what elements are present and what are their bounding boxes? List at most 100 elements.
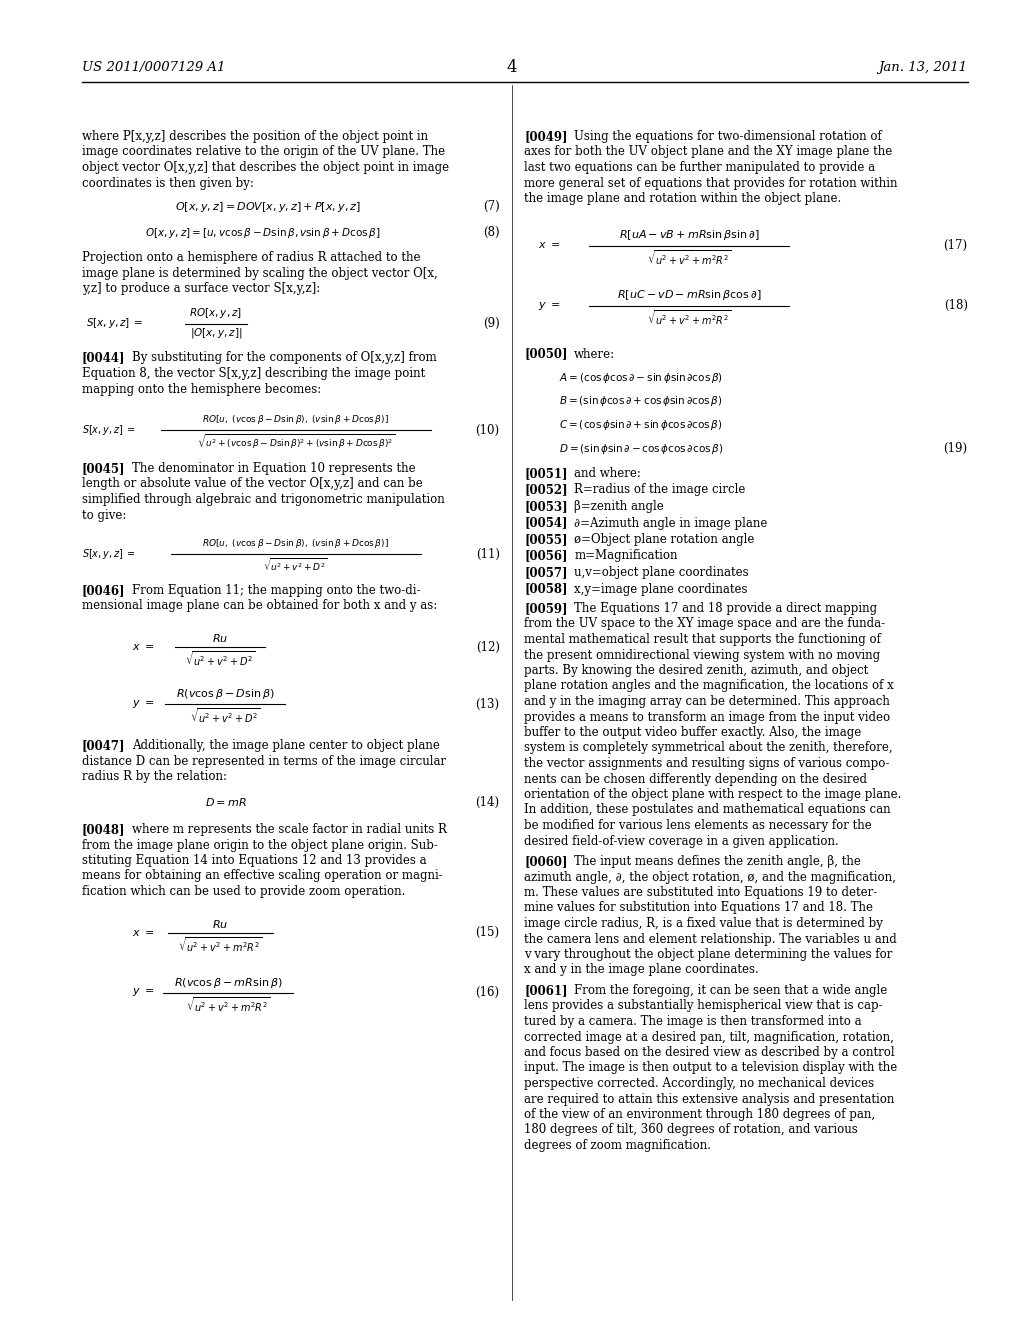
Text: plane rotation angles and the magnification, the locations of x: plane rotation angles and the magnificat…	[524, 680, 894, 693]
Text: simplified through algebraic and trigonometric manipulation: simplified through algebraic and trigono…	[82, 492, 444, 506]
Text: In addition, these postulates and mathematical equations can: In addition, these postulates and mathem…	[524, 804, 891, 817]
Text: $Ru$: $Ru$	[212, 917, 228, 929]
Text: By substituting for the components of O[x,y,z] from: By substituting for the components of O[…	[132, 351, 436, 364]
Text: [0048]: [0048]	[82, 822, 125, 836]
Text: be modified for various lens elements as necessary for the: be modified for various lens elements as…	[524, 818, 872, 832]
Text: [0058]: [0058]	[524, 582, 567, 595]
Text: image circle radius, R, is a fixed value that is determined by: image circle radius, R, is a fixed value…	[524, 917, 883, 931]
Text: where m represents the scale factor in radial units R: where m represents the scale factor in r…	[132, 822, 446, 836]
Text: last two equations can be further manipulated to provide a: last two equations can be further manipu…	[524, 161, 876, 174]
Text: [0056]: [0056]	[524, 549, 567, 562]
Text: means for obtaining an effective scaling operation or magni-: means for obtaining an effective scaling…	[82, 870, 442, 883]
Text: perspective corrected. Accordingly, no mechanical devices: perspective corrected. Accordingly, no m…	[524, 1077, 874, 1090]
Text: m=Magnification: m=Magnification	[574, 549, 678, 562]
Text: The denominator in Equation 10 represents the: The denominator in Equation 10 represent…	[132, 462, 416, 475]
Text: $|O[x, y, z]|$: $|O[x, y, z]|$	[189, 326, 243, 341]
Text: fication which can be used to provide zoom operation.: fication which can be used to provide zo…	[82, 884, 406, 898]
Text: image coordinates relative to the origin of the UV plane. The: image coordinates relative to the origin…	[82, 145, 445, 158]
Text: the present omnidirectional viewing system with no moving: the present omnidirectional viewing syst…	[524, 648, 881, 661]
Text: image plane is determined by scaling the object vector O[x,: image plane is determined by scaling the…	[82, 267, 437, 280]
Text: system is completely symmetrical about the zenith, therefore,: system is completely symmetrical about t…	[524, 742, 893, 755]
Text: m. These values are substituted into Equations 19 to deter-: m. These values are substituted into Equ…	[524, 886, 878, 899]
Text: $O[x,y,z]=[u, v\cos\beta-D\sin\beta, v\sin\beta+D\cos\beta]$: $O[x,y,z]=[u, v\cos\beta-D\sin\beta, v\s…	[145, 226, 381, 239]
Text: [0047]: [0047]	[82, 739, 125, 752]
Text: $Ru$: $Ru$	[212, 632, 228, 644]
Text: are required to attain this extensive analysis and presentation: are required to attain this extensive an…	[524, 1093, 895, 1106]
Text: $x\;=\;$: $x\;=\;$	[132, 642, 154, 652]
Text: (13): (13)	[475, 697, 500, 710]
Text: [0049]: [0049]	[524, 129, 567, 143]
Text: (18): (18)	[944, 300, 968, 312]
Text: $RO[u,\;(v\cos\beta - D\sin\beta),\;(v\sin\beta + D\cos\beta)]$: $RO[u,\;(v\cos\beta - D\sin\beta),\;(v\s…	[203, 413, 389, 426]
Text: mental mathematical result that supports the functioning of: mental mathematical result that supports…	[524, 634, 882, 645]
Text: 180 degrees of tilt, 360 degrees of rotation, and various: 180 degrees of tilt, 360 degrees of rota…	[524, 1123, 858, 1137]
Text: 4: 4	[507, 59, 517, 77]
Text: (11): (11)	[476, 548, 500, 561]
Text: axes for both the UV object plane and the XY image plane the: axes for both the UV object plane and th…	[524, 145, 893, 158]
Text: (7): (7)	[483, 201, 500, 213]
Text: buffer to the output video buffer exactly. Also, the image: buffer to the output video buffer exactl…	[524, 726, 861, 739]
Text: $R(v\cos\beta - D\sin\beta)$: $R(v\cos\beta - D\sin\beta)$	[175, 686, 274, 701]
Text: $\sqrt{u^2 + v^2 + D^2}$: $\sqrt{u^2 + v^2 + D^2}$	[189, 708, 260, 725]
Text: [0053]: [0053]	[524, 500, 568, 513]
Text: $RO[u,\;(v\cos\beta - D\sin\beta),\;(v\sin\beta + D\cos\beta)]$: $RO[u,\;(v\cos\beta - D\sin\beta),\;(v\s…	[203, 537, 389, 550]
Text: x,y=image plane coordinates: x,y=image plane coordinates	[574, 582, 748, 595]
Text: $y\;=\;$: $y\;=\;$	[539, 300, 560, 312]
Text: object vector O[x,y,z] that describes the object point in image: object vector O[x,y,z] that describes th…	[82, 161, 450, 174]
Text: the camera lens and element relationship. The variables u and: the camera lens and element relationship…	[524, 932, 897, 945]
Text: and focus based on the desired view as described by a control: and focus based on the desired view as d…	[524, 1045, 895, 1059]
Text: nents can be chosen differently depending on the desired: nents can be chosen differently dependin…	[524, 772, 867, 785]
Text: $R(v\cos\beta - mR\sin\beta)$: $R(v\cos\beta - mR\sin\beta)$	[174, 975, 283, 990]
Text: (10): (10)	[475, 424, 500, 437]
Text: u,v=object plane coordinates: u,v=object plane coordinates	[574, 566, 749, 579]
Text: Projection onto a hemisphere of radius R attached to the: Projection onto a hemisphere of radius R…	[82, 251, 421, 264]
Text: distance D can be represented in terms of the image circular: distance D can be represented in terms o…	[82, 755, 446, 767]
Text: $\sqrt{u^2 + v^2 + m^2R^2}$: $\sqrt{u^2 + v^2 + m^2R^2}$	[178, 936, 262, 954]
Text: The Equations 17 and 18 provide a direct mapping: The Equations 17 and 18 provide a direct…	[574, 602, 878, 615]
Text: (19): (19)	[943, 441, 968, 454]
Text: $R[uA - vB + mR\sin\beta\sin\partial]$: $R[uA - vB + mR\sin\beta\sin\partial]$	[618, 228, 760, 243]
Text: From Equation 11; the mapping onto the two-di-: From Equation 11; the mapping onto the t…	[132, 583, 421, 597]
Text: where P[x,y,z] describes the position of the object point in: where P[x,y,z] describes the position of…	[82, 129, 428, 143]
Text: $x\;=\;$: $x\;=\;$	[132, 928, 154, 937]
Text: orientation of the object plane with respect to the image plane.: orientation of the object plane with res…	[524, 788, 902, 801]
Text: [0054]: [0054]	[524, 516, 567, 529]
Text: (17): (17)	[943, 239, 968, 252]
Text: (12): (12)	[476, 640, 500, 653]
Text: β=zenith angle: β=zenith angle	[574, 500, 664, 513]
Text: [0045]: [0045]	[82, 462, 125, 475]
Text: From the foregoing, it can be seen that a wide angle: From the foregoing, it can be seen that …	[574, 983, 888, 997]
Text: and y in the imaging array can be determined. This approach: and y in the imaging array can be determ…	[524, 696, 890, 708]
Text: $S[x, y, z]\;=\;$: $S[x, y, z]\;=\;$	[86, 317, 143, 330]
Text: $D=mR$: $D=mR$	[205, 796, 247, 808]
Text: where:: where:	[574, 347, 615, 360]
Text: input. The image is then output to a television display with the: input. The image is then output to a tel…	[524, 1061, 898, 1074]
Text: $R[uC - vD - mR\sin\beta\cos\partial]$: $R[uC - vD - mR\sin\beta\cos\partial]$	[617, 289, 762, 302]
Text: $B=(\sin\phi\cos\partial+\cos\phi\sin\partial\cos\beta)$: $B=(\sin\phi\cos\partial+\cos\phi\sin\pa…	[559, 395, 723, 408]
Text: (16): (16)	[475, 986, 500, 999]
Text: the vector assignments and resulting signs of various compo-: the vector assignments and resulting sig…	[524, 756, 890, 770]
Text: $S[x, y, z]\;=\;$: $S[x, y, z]\;=\;$	[82, 546, 136, 561]
Text: radius R by the relation:: radius R by the relation:	[82, 770, 227, 783]
Text: [0055]: [0055]	[524, 533, 567, 546]
Text: [0044]: [0044]	[82, 351, 125, 364]
Text: Equation 8, the vector S[x,y,z] describing the image point: Equation 8, the vector S[x,y,z] describi…	[82, 367, 425, 380]
Text: provides a means to transform an image from the input video: provides a means to transform an image f…	[524, 710, 891, 723]
Text: mensional image plane can be obtained for both x and y as:: mensional image plane can be obtained fo…	[82, 599, 437, 612]
Text: $\sqrt{u^2 + v^2 + D^2}$: $\sqrt{u^2 + v^2 + D^2}$	[184, 649, 255, 668]
Text: $x\;=\;$: $x\;=\;$	[539, 240, 560, 251]
Text: from the image plane origin to the object plane origin. Sub-: from the image plane origin to the objec…	[82, 838, 438, 851]
Text: $\sqrt{u^2 + v^2 + m^2R^2}$: $\sqrt{u^2 + v^2 + m^2R^2}$	[186, 995, 270, 1014]
Text: [0050]: [0050]	[524, 347, 567, 360]
Text: tured by a camera. The image is then transformed into a: tured by a camera. The image is then tra…	[524, 1015, 862, 1028]
Text: $O[x,y,z]=DOV[x,y,z]+P[x,y,z]$: $O[x,y,z]=DOV[x,y,z]+P[x,y,z]$	[175, 201, 361, 214]
Text: $D=(\sin\phi\sin\partial-\cos\phi\cos\partial\cos\beta)$: $D=(\sin\phi\sin\partial-\cos\phi\cos\pa…	[559, 441, 724, 455]
Text: parts. By knowing the desired zenith, azimuth, and object: parts. By knowing the desired zenith, az…	[524, 664, 868, 677]
Text: R=radius of the image circle: R=radius of the image circle	[574, 483, 745, 496]
Text: and where:: and where:	[574, 467, 641, 480]
Text: more general set of equations that provides for rotation within: more general set of equations that provi…	[524, 177, 898, 190]
Text: [0060]: [0060]	[524, 855, 567, 869]
Text: $A=(\cos\phi\cos\partial-\sin\phi\sin\partial\cos\beta)$: $A=(\cos\phi\cos\partial-\sin\phi\sin\pa…	[559, 371, 723, 385]
Text: length or absolute value of the vector O[x,y,z] and can be: length or absolute value of the vector O…	[82, 478, 423, 491]
Text: $y\;=\;$: $y\;=\;$	[132, 698, 154, 710]
